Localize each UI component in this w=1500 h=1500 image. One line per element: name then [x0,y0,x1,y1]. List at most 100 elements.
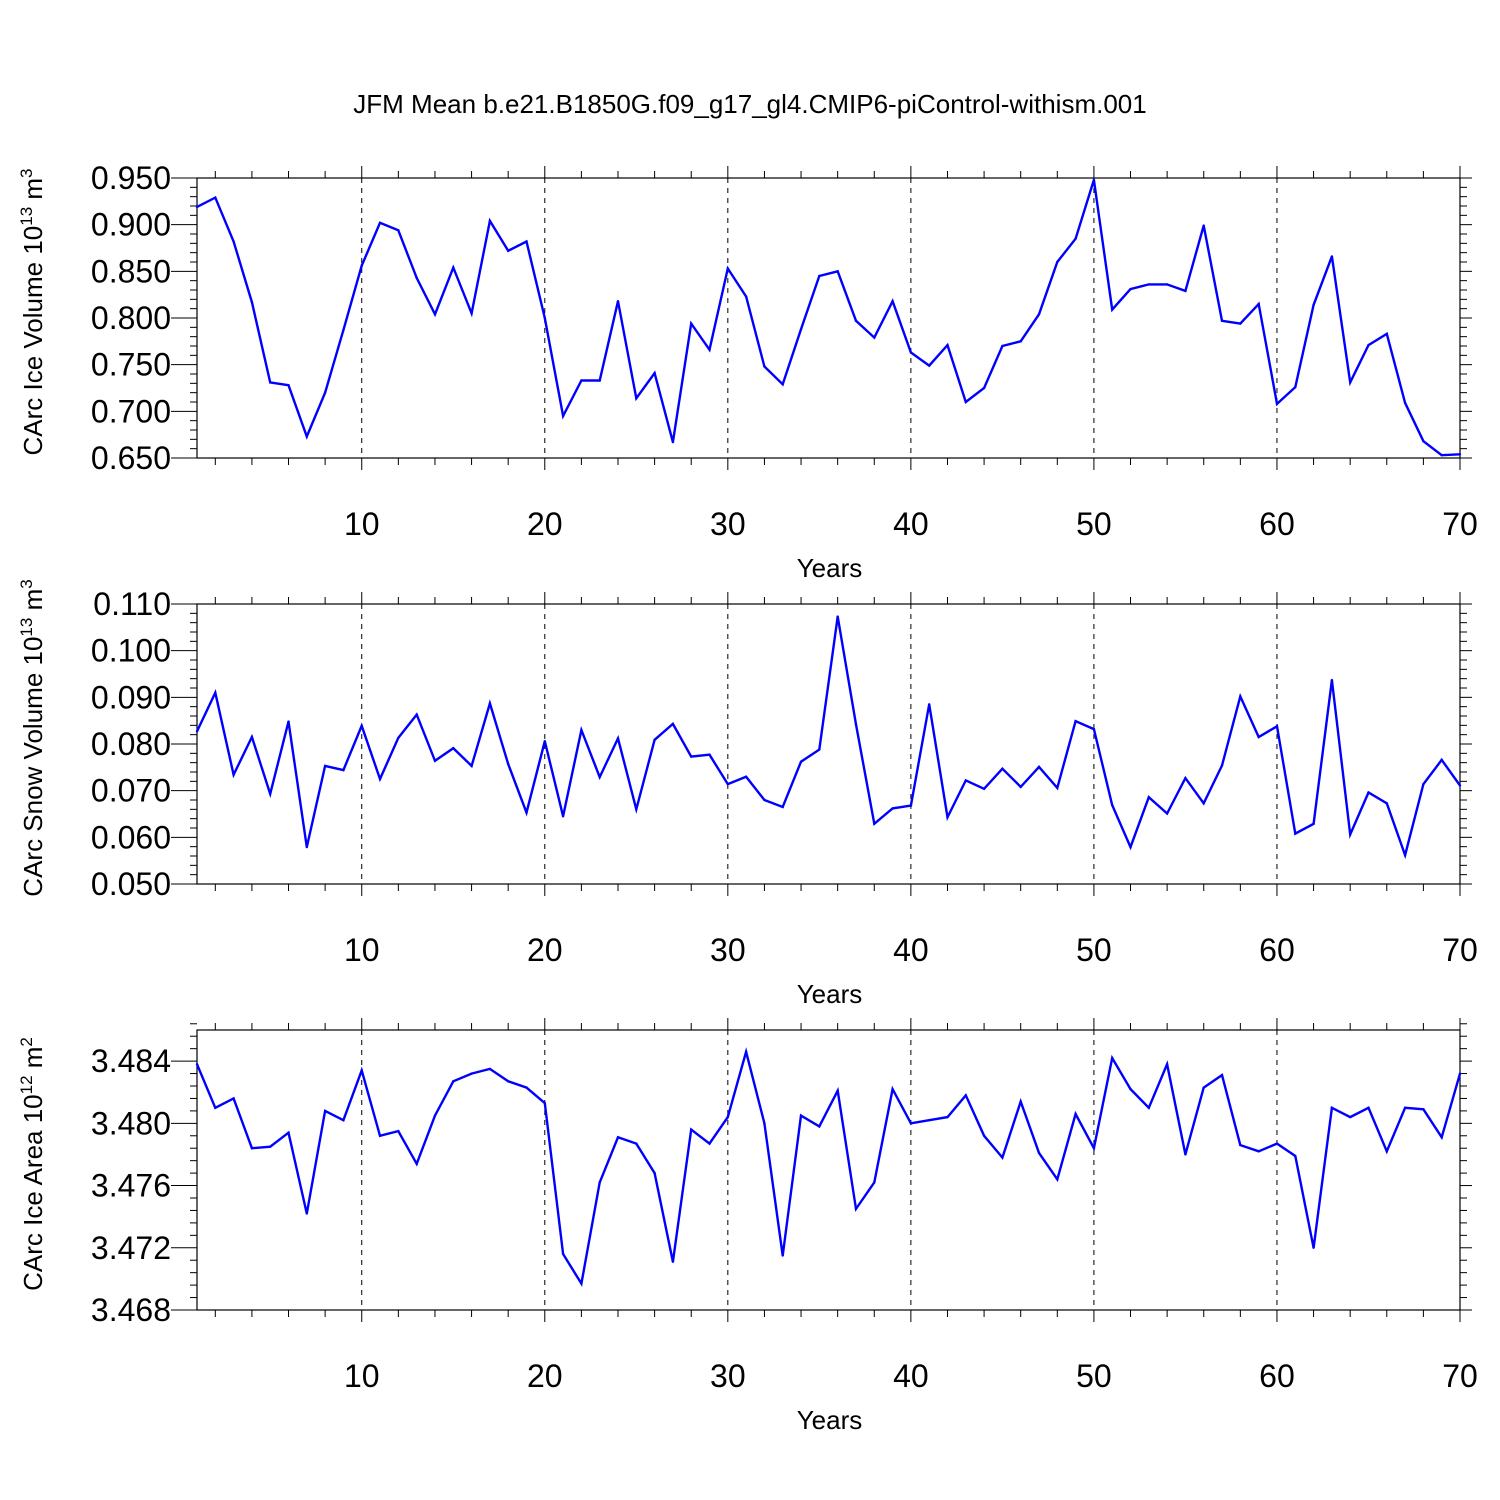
data-point [946,816,949,819]
data-point [214,691,217,694]
data-point [744,775,748,778]
data-point [580,1282,583,1285]
data-point [360,264,363,267]
plot-frame [196,603,1461,885]
x-tick-label: 70 [1442,932,1478,968]
y-tick-label: 0.900 [91,207,171,243]
data-point [1422,782,1425,786]
data-point [635,397,638,400]
x-tick-label: 10 [344,506,380,542]
data-point [1129,1087,1132,1091]
data-point [690,755,693,758]
data-point [982,787,986,790]
x-tick-label: 50 [1076,506,1112,542]
data-point [269,381,272,384]
y-axis-label-main: CArc Snow Volume 10 [18,637,48,897]
data-point [1001,344,1004,348]
y-tick-label: 0.650 [91,440,171,476]
x-tick-label: 30 [710,1358,746,1394]
data-point [1202,224,1205,227]
data-point [1184,1153,1187,1156]
data-point [1367,1106,1370,1109]
data-point [744,1050,748,1053]
y-tick-label: 0.070 [91,773,171,809]
data-point [378,221,382,224]
series-line [195,616,1461,860]
data-point [1257,735,1260,739]
data-point [1294,385,1297,389]
data-point [1129,287,1132,291]
data-point [415,713,418,716]
data-point [726,267,730,270]
x-tick-label: 30 [710,932,746,968]
y-tick-label: 0.950 [91,160,171,196]
data-point [452,266,455,269]
data-point [1275,725,1279,728]
data-point [305,845,309,849]
data-point [781,805,784,809]
data-point [397,736,400,740]
data-point [1330,678,1334,682]
data-point [1312,303,1315,307]
series-line [195,1047,1462,1287]
y-tick-label: 0.100 [91,633,171,669]
data-point [635,1142,638,1145]
data-point [708,348,711,351]
data-point [543,1101,546,1105]
data-point [927,364,931,367]
data-point [946,343,949,347]
data-point [1165,1063,1169,1066]
data-point [1367,791,1370,794]
data-point [1458,784,1462,787]
data-point [763,798,766,802]
y-tick-label: 0.060 [91,819,171,855]
data-point [616,300,620,303]
data-point [854,723,858,726]
data-point [909,1122,913,1125]
y-tick-label: 0.700 [91,393,171,429]
data-point [305,435,309,438]
y-axis-label-unit: m [18,1047,48,1076]
data-point [1385,802,1388,805]
data-point [708,1142,711,1145]
data-point [287,384,290,387]
data-point [433,313,437,316]
data-point [1056,786,1059,790]
data-point [1422,1108,1425,1111]
x-tick-label: 10 [344,1358,380,1394]
data-point [1257,302,1260,306]
x-axis-label: Years [797,979,863,1009]
y-axis-label-unit-exponent: 3 [17,579,36,588]
data-point [1037,313,1041,316]
data-point [1092,727,1096,731]
x-tick-label: 50 [1076,932,1112,968]
data-point [250,300,254,304]
data-point [1019,1100,1022,1103]
data-point [452,1080,455,1083]
data-point [543,316,546,320]
data-point [818,748,821,751]
data-point [671,1260,675,1263]
x-tick-label: 20 [527,932,563,968]
data-point [726,782,730,786]
data-point [690,322,693,325]
data-point [250,735,254,739]
data-point [1294,832,1297,835]
data-point [433,1114,437,1117]
chart-panel-2: 10 20 30 40 50 60 70 0.050 0.060 0.070 0.080 0.090 0… [17,579,1478,1009]
data-point [1147,796,1151,799]
data-point [799,760,803,763]
data-point [1275,402,1279,406]
x-tick-label: 20 [527,506,563,542]
series-line [196,179,1461,457]
data-point [1220,764,1224,767]
data-point [1239,322,1242,325]
y-tick-label: 3.476 [91,1168,171,1204]
data-point [873,822,876,825]
data-point [1440,758,1443,762]
data-point [397,1129,400,1133]
data-point [1348,1115,1352,1119]
data-point [269,1145,272,1148]
data-point [1440,454,1443,457]
data-point [1239,1143,1242,1147]
